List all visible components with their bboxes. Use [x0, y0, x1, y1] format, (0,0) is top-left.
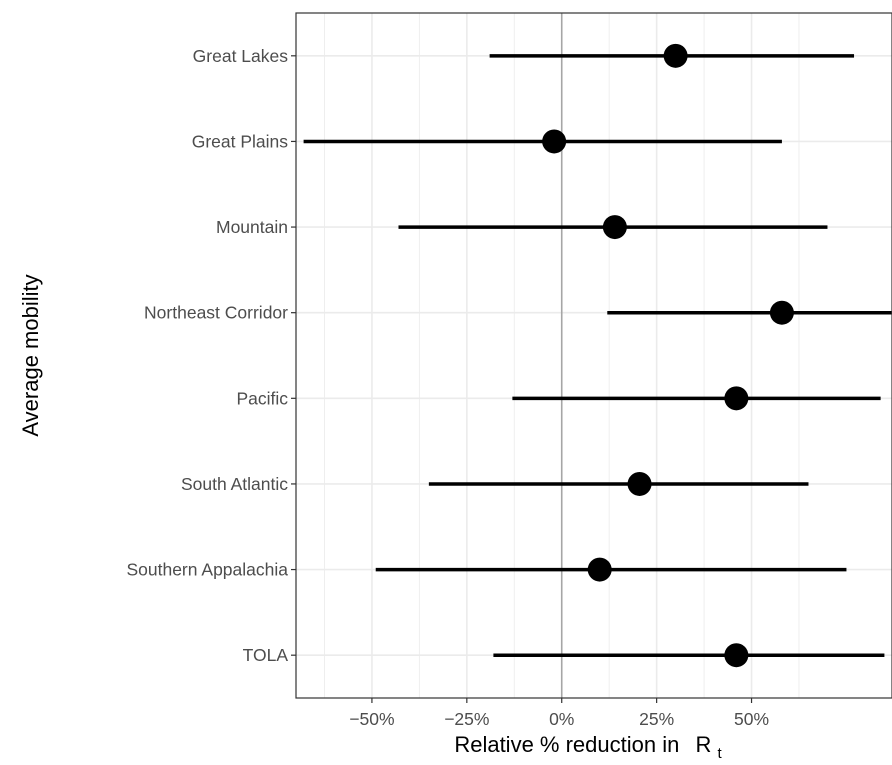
estimate-series	[303, 43, 892, 668]
point-estimate	[627, 471, 652, 496]
x-axis-title-symbol: R	[695, 732, 711, 757]
y-tick-label: TOLA	[243, 645, 289, 665]
x-tick-label: 50%	[734, 709, 769, 729]
minor-gridlines	[324, 13, 800, 698]
x-tick-label: −25%	[444, 709, 489, 729]
x-tick-label: −50%	[349, 709, 394, 729]
y-tick-label: Great Plains	[192, 131, 289, 151]
point-estimate	[542, 129, 567, 154]
y-axis: Great Lakes Great Plains Mountain Northeast…	[126, 46, 296, 665]
x-tick-label: 25%	[639, 709, 674, 729]
point-estimate	[587, 557, 612, 582]
y-tick-label: Northeast Corridor	[144, 303, 288, 323]
x-axis: −50% −25% 0% 25% 50%	[349, 698, 769, 729]
point-estimate	[769, 300, 794, 325]
y-axis-title: Average mobility	[18, 274, 43, 436]
point-estimate	[663, 43, 688, 68]
x-axis-title: Relative % reduction in R t	[454, 732, 722, 762]
x-axis-title-subscript: t	[717, 745, 722, 762]
panel-border	[295, 12, 892, 699]
point-estimate	[724, 643, 749, 668]
y-tick-label: Great Lakes	[193, 46, 289, 66]
y-tick-label: South Atlantic	[181, 474, 288, 494]
x-tick-label: 0%	[549, 709, 574, 729]
point-estimate	[602, 215, 627, 240]
y-tick-label: Southern Appalachia	[126, 560, 288, 580]
y-tick-label: Pacific	[236, 388, 288, 408]
major-gridlines	[296, 13, 892, 698]
x-axis-title-text: Relative % reduction in	[454, 732, 679, 757]
y-tick-label: Mountain	[216, 217, 288, 237]
point-estimate	[724, 386, 749, 411]
